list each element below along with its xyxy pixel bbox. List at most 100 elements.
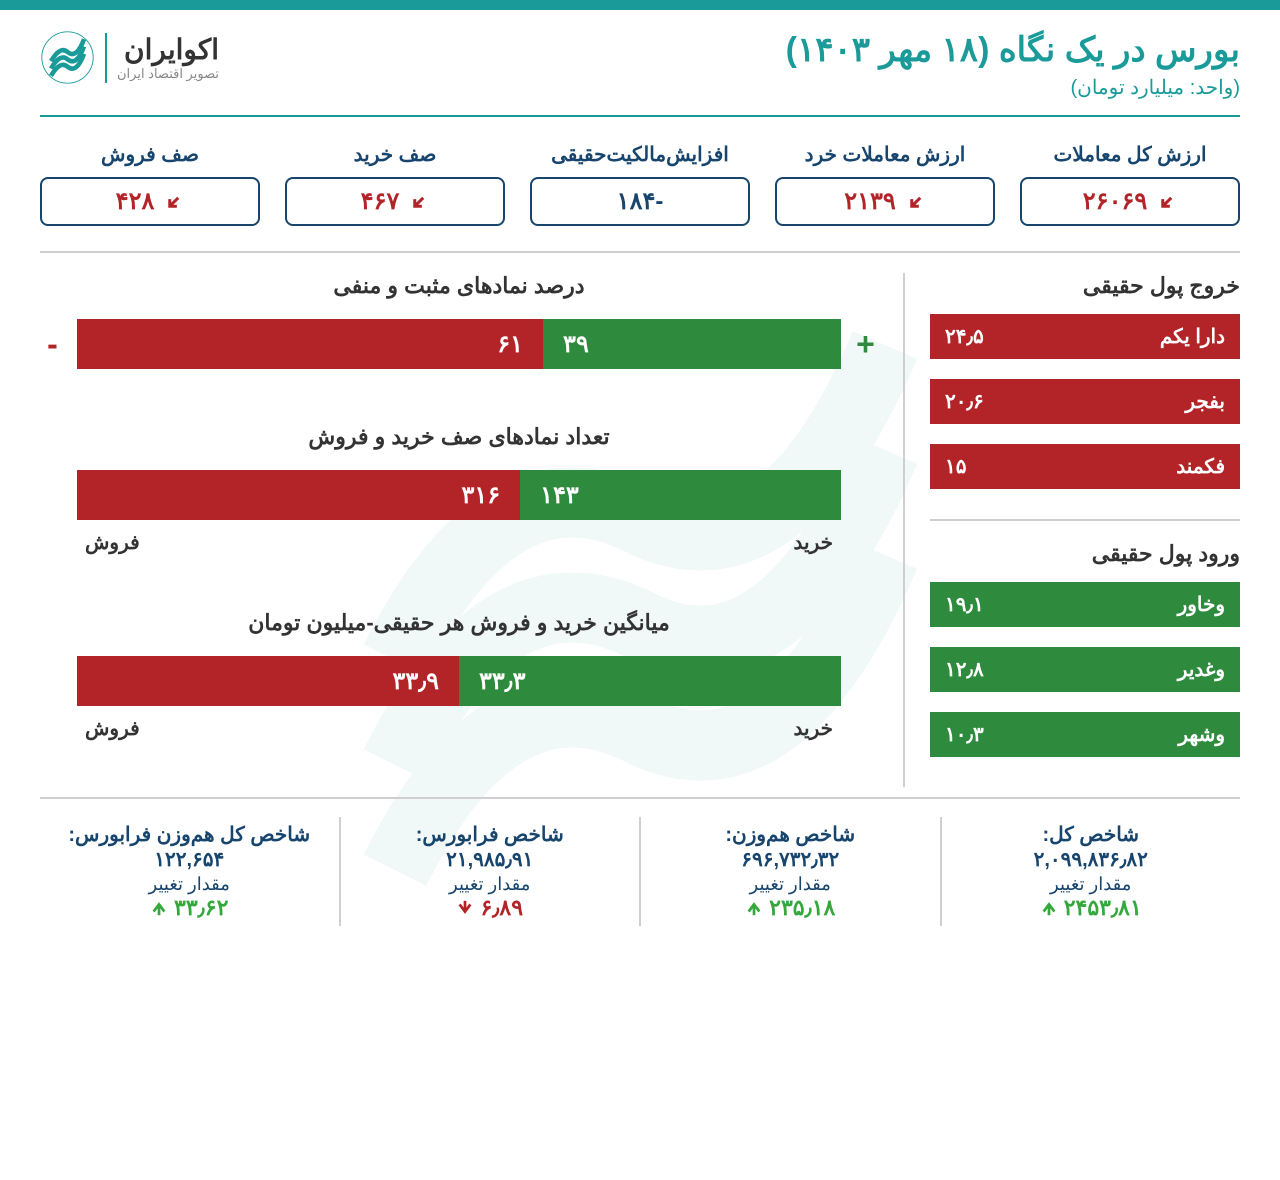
index-change: ۲۴۵۳٫۸۱: [952, 895, 1231, 921]
header-divider: [40, 115, 1240, 117]
brand-tagline: تصویر اقتصاد ایران: [117, 66, 219, 82]
buy-segment: ۱۴۳: [520, 470, 841, 520]
index-col: شاخص کل: ۲,۰۹۹,۸۳۶٫۸۲ مقدار تغییر ۲۴۵۳٫۸…: [940, 817, 1241, 926]
plus-sign: +: [853, 326, 878, 363]
flow-value: ۱۰٫۳: [945, 722, 984, 747]
index-col: شاخص هم‌وزن: ۶۹۶,۷۳۲٫۳۲ مقدار تغییر ۲۳۵٫…: [639, 817, 940, 926]
sell-segment: ۳۳٫۹: [77, 656, 459, 706]
flow-value: ۱۹٫۱: [945, 592, 984, 617]
flow-name: فکمند: [1176, 454, 1225, 479]
minus-sign: -: [40, 326, 65, 363]
pos-segment: ۳۹: [543, 319, 841, 369]
kpi-card: صف فروش ۴۲۸: [40, 142, 260, 226]
flow-name: دارا یکم: [1160, 324, 1225, 349]
charts-column: درصد نمادهای مثبت و منفی + ۳۹ ۶۱ - تعداد…: [40, 273, 878, 787]
kpi-row: ارزش کل معاملات ۲۶۰۶۹ ارزش معاملات خرد ۲…: [40, 142, 1240, 226]
kpi-card: ارزش معاملات خرد ۲۱۳۹: [775, 142, 995, 226]
index-value: ۶۹۶,۷۳۲٫۳۲: [651, 847, 930, 872]
flow-name: وشهر: [1178, 722, 1225, 747]
vertical-divider: [903, 273, 905, 787]
change-label: مقدار تغییر: [952, 874, 1231, 895]
brand-icon: [40, 30, 95, 85]
buy-label: خرید: [522, 530, 853, 555]
kpi-value-box: ۲۶۰۶۹: [1020, 177, 1240, 226]
arrow-down-icon: [906, 192, 926, 212]
posneg-bar: ۳۹ ۶۱: [77, 319, 841, 369]
kpi-label: صف خرید: [285, 142, 505, 167]
kpi-value: ۴۲۸: [116, 187, 155, 216]
kpi-value-box: ۴۶۷: [285, 177, 505, 226]
buy-label: خرید: [459, 716, 853, 741]
section-divider: [40, 251, 1240, 253]
posneg-chart: درصد نمادهای مثبت و منفی + ۳۹ ۶۱ -: [40, 273, 878, 369]
kpi-value: ۴۶۷: [361, 187, 400, 216]
arrow-down-icon: [1157, 192, 1177, 212]
page-title: بورس در یک نگاه (۱۸ مهر ۱۴۰۳): [786, 30, 1240, 70]
sell-label: فروش: [65, 530, 522, 555]
inflow-title: ورود پول حقیقی: [930, 541, 1240, 567]
chart-title: درصد نمادهای مثبت و منفی: [40, 273, 878, 299]
index-value: ۲,۰۹۹,۸۳۶٫۸۲: [952, 847, 1231, 872]
chart-title: تعداد نمادهای صف خرید و فروش: [40, 424, 878, 450]
flow-row: وخاور ۱۹٫۱: [930, 582, 1240, 627]
index-change: ۶٫۸۹: [351, 895, 630, 921]
brand-name: اکوایران: [117, 33, 219, 66]
side-divider: [930, 519, 1240, 521]
arrow-up-icon: [745, 899, 763, 917]
flow-name: وخاور: [1178, 592, 1225, 617]
kpi-label: صف فروش: [40, 142, 260, 167]
outflow-block: خروج پول حقیقی دارا یکم ۲۴٫۵ بفجر ۲۰٫۶ فکمند…: [930, 273, 1240, 489]
arrow-down-icon: [456, 899, 474, 917]
index-value: ۲۱,۹۸۵٫۹۱: [351, 847, 630, 872]
index-label: شاخص هم‌وزن:: [651, 822, 930, 847]
index-change: ۲۳۵٫۱۸: [651, 895, 930, 921]
neg-segment: ۶۱: [77, 319, 543, 369]
index-col: شاخص فرابورس: ۲۱,۹۸۵٫۹۱ مقدار تغییر ۶٫۸۹: [339, 817, 640, 926]
sell-label: فروش: [65, 716, 459, 741]
index-value: ۱۲۲,۶۵۴: [50, 847, 329, 872]
arrow-down-icon: [164, 192, 184, 212]
queues-chart: تعداد نمادهای صف خرید و فروش ۱۴۳ ۳۱۶ خری…: [40, 424, 878, 555]
chart-title: میانگین خرید و فروش هر حقیقی-میلیون توما…: [40, 610, 878, 636]
flow-value: ۲۰٫۶: [945, 389, 984, 414]
flow-value: ۲۴٫۵: [945, 324, 984, 349]
flow-value: ۱۵: [945, 454, 966, 479]
index-label: شاخص کل هم‌وزن فرابورس:: [50, 822, 329, 847]
sell-segment: ۳۱۶: [77, 470, 520, 520]
kpi-value-box: ۲۱۳۹: [775, 177, 995, 226]
flow-row: فکمند ۱۵: [930, 444, 1240, 489]
footer-indices: شاخص کل: ۲,۰۹۹,۸۳۶٫۸۲ مقدار تغییر ۲۴۵۳٫۸…: [40, 797, 1240, 926]
kpi-label: ارزش کل معاملات: [1020, 142, 1240, 167]
outflow-title: خروج پول حقیقی: [930, 273, 1240, 299]
index-label: شاخص فرابورس:: [351, 822, 630, 847]
flow-name: بفجر: [1185, 389, 1225, 414]
flow-row: بفجر ۲۰٫۶: [930, 379, 1240, 424]
kpi-value: ۲۶۰۶۹: [1083, 187, 1147, 216]
avg-chart: میانگین خرید و فروش هر حقیقی-میلیون توما…: [40, 610, 878, 741]
queues-bar: ۱۴۳ ۳۱۶: [77, 470, 841, 520]
kpi-value-box: -۱۸۴: [530, 177, 750, 226]
inflow-block: ورود پول حقیقی وخاور ۱۹٫۱ وغدیر ۱۲٫۸ وشهر ۱۰٫…: [930, 541, 1240, 757]
top-accent-bar: [0, 0, 1280, 10]
page-subtitle: (واحد: میلیارد تومان): [786, 75, 1240, 100]
flow-row: دارا یکم ۲۴٫۵: [930, 314, 1240, 359]
flow-row: وغدیر ۱۲٫۸: [930, 647, 1240, 692]
header: بورس در یک نگاه (۱۸ مهر ۱۴۰۳) (واحد: میل…: [40, 30, 1240, 100]
kpi-label: افزایش‌مالکیت‌حقیقی: [530, 142, 750, 167]
side-column: خروج پول حقیقی دارا یکم ۲۴٫۵ بفجر ۲۰٫۶ فکمند…: [930, 273, 1240, 787]
kpi-card: صف خرید ۴۶۷: [285, 142, 505, 226]
avg-bar: ۳۳٫۳ ۳۳٫۹: [77, 656, 841, 706]
flow-row: وشهر ۱۰٫۳: [930, 712, 1240, 757]
index-col: شاخص کل هم‌وزن فرابورس: ۱۲۲,۶۵۴ مقدار تغ…: [40, 817, 339, 926]
flow-name: وغدیر: [1178, 657, 1225, 682]
change-label: مقدار تغییر: [351, 874, 630, 895]
arrow-down-icon: [409, 192, 429, 212]
flow-value: ۱۲٫۸: [945, 657, 984, 682]
kpi-value: ۲۱۳۹: [844, 187, 896, 216]
arrow-up-icon: [150, 899, 168, 917]
kpi-value-box: ۴۲۸: [40, 177, 260, 226]
kpi-card: ارزش کل معاملات ۲۶۰۶۹: [1020, 142, 1240, 226]
brand-logo: اکوایران تصویر اقتصاد ایران: [40, 30, 219, 85]
change-label: مقدار تغییر: [651, 874, 930, 895]
buy-segment: ۳۳٫۳: [459, 656, 841, 706]
